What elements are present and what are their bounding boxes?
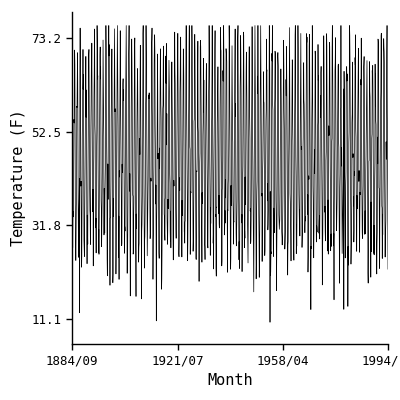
Y-axis label: Temperature (F): Temperature (F) — [11, 110, 26, 246]
X-axis label: Month: Month — [207, 373, 253, 388]
